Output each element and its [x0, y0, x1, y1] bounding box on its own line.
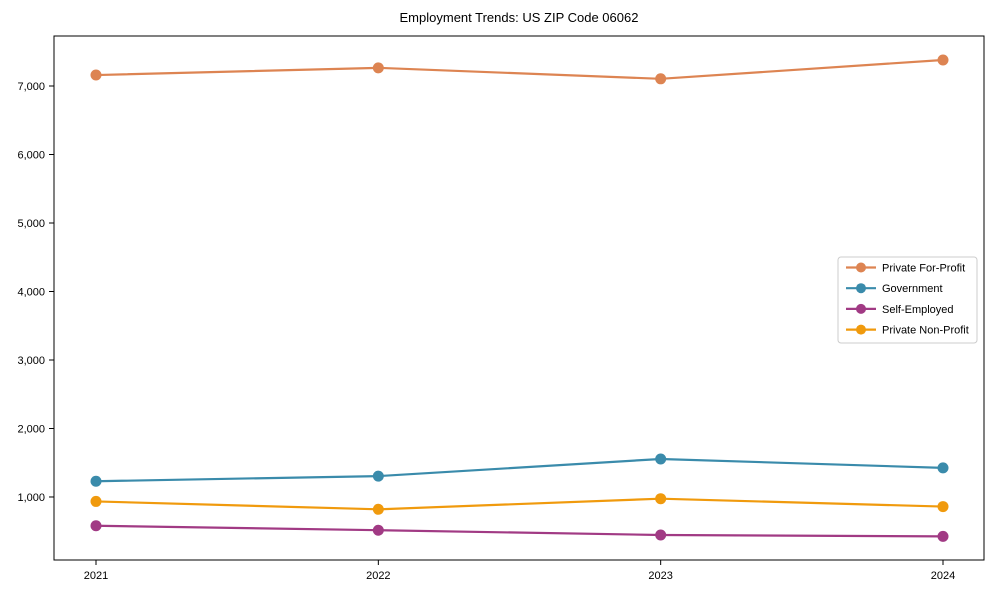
data-point-government	[655, 453, 667, 465]
x-tick-label: 2023	[648, 570, 672, 582]
data-point-self-employed	[372, 524, 384, 536]
y-tick-label: 6,000	[17, 149, 45, 161]
series-line-self-employed	[95, 524, 944, 538]
series-line-private-for-profit	[95, 58, 944, 80]
legend-marker-private-non-profit	[856, 324, 866, 335]
legend-marker-private-for-profit	[856, 262, 866, 273]
series-line-government	[95, 457, 944, 483]
legend-label-self-employed: Self-Employed	[882, 304, 954, 316]
y-tick-label: 2,000	[17, 423, 45, 435]
data-point-government	[372, 470, 384, 482]
data-point-private-for-profit	[90, 69, 102, 81]
data-point-private-non-profit	[937, 501, 949, 513]
x-tick-label: 2024	[931, 570, 955, 582]
y-tick-label: 4,000	[17, 286, 45, 298]
legend-box	[837, 256, 978, 344]
data-point-private-for-profit	[655, 73, 667, 85]
x-tick-label: 2021	[84, 570, 108, 582]
data-point-private-for-profit	[937, 54, 949, 66]
data-point-self-employed	[655, 529, 667, 541]
data-point-self-employed	[937, 530, 949, 542]
data-point-private-non-profit	[372, 503, 384, 515]
x-tick-label: 2022	[366, 570, 390, 582]
legend-label-private-for-profit: Private For-Profit	[882, 263, 965, 275]
data-point-private-non-profit	[90, 495, 102, 507]
plot-frame	[53, 35, 985, 561]
data-point-government	[937, 462, 949, 474]
legend-marker-self-employed	[856, 303, 866, 314]
legend-label-government: Government	[882, 283, 943, 295]
data-point-private-non-profit	[655, 493, 667, 505]
data-point-government	[90, 475, 102, 487]
data-point-private-for-profit	[372, 62, 384, 74]
y-tick-label: 5,000	[17, 218, 45, 230]
legend-label-private-non-profit: Private Non-Profit	[882, 325, 969, 337]
y-tick-label: 1,000	[17, 492, 45, 504]
data-point-self-employed	[90, 520, 102, 532]
y-tick-label: 3,000	[17, 355, 45, 367]
legend-marker-government	[856, 283, 866, 294]
y-tick-label: 7,000	[17, 81, 45, 93]
chart-title: Employment Trends: US ZIP Code 06062	[399, 10, 639, 25]
series-line-private-non-profit	[95, 497, 944, 511]
